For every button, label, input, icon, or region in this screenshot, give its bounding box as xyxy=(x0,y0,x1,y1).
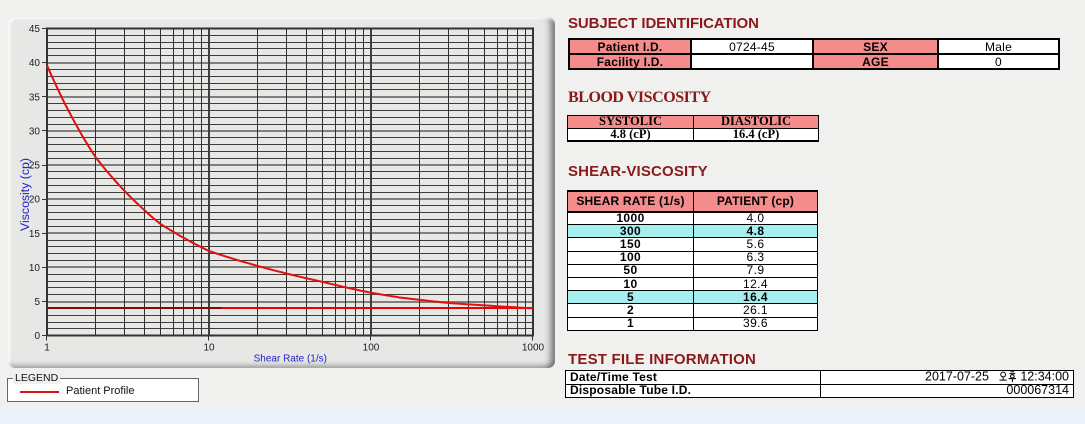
svg-text:Viscosity (cp): Viscosity (cp) xyxy=(18,158,32,231)
svg-text:30: 30 xyxy=(29,126,41,137)
svg-text:100: 100 xyxy=(363,343,380,354)
svg-text:15: 15 xyxy=(29,229,41,240)
svg-text:5: 5 xyxy=(34,297,40,308)
svg-text:25: 25 xyxy=(29,161,41,172)
svg-text:35: 35 xyxy=(29,92,41,103)
svg-text:20: 20 xyxy=(29,195,41,206)
svg-text:Shear Rate (1/s): Shear Rate (1/s) xyxy=(254,354,327,365)
svg-text:45: 45 xyxy=(29,24,41,35)
svg-text:1000: 1000 xyxy=(522,343,545,354)
svg-text:10: 10 xyxy=(203,343,215,354)
svg-text:1: 1 xyxy=(44,343,50,354)
svg-text:40: 40 xyxy=(29,58,41,69)
svg-text:0: 0 xyxy=(34,331,40,342)
svg-text:10: 10 xyxy=(29,263,41,274)
